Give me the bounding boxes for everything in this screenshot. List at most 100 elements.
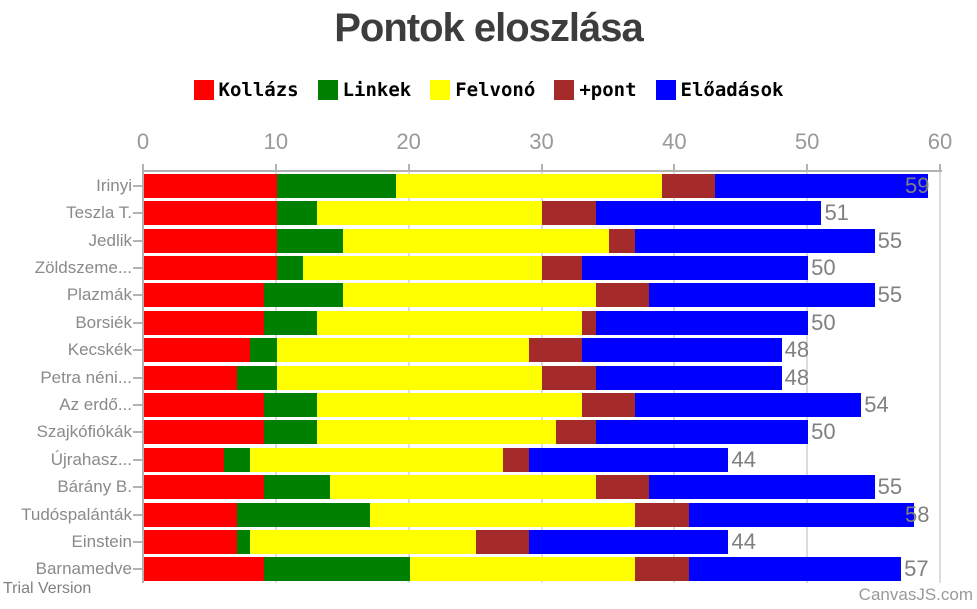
bar-segment-felvon[interactable] xyxy=(316,310,583,335)
bar-segment-eladsok[interactable] xyxy=(529,447,729,472)
bar-segment-felvon[interactable] xyxy=(303,255,543,280)
bar-segment-felvon[interactable] xyxy=(409,557,636,582)
bar-segment-linkek[interactable] xyxy=(263,392,317,417)
bar-segment-eladsok[interactable] xyxy=(595,365,782,390)
bar-segment-linkek[interactable] xyxy=(276,228,344,253)
total-label: 50 xyxy=(811,419,836,445)
bar-segment-eladsok[interactable] xyxy=(595,201,822,226)
bar-segment-eladsok[interactable] xyxy=(715,173,928,198)
bar-segment-kollzs[interactable] xyxy=(144,475,264,500)
legend-item-1[interactable]: Kollázs xyxy=(193,79,299,101)
bar-segment-kollzs[interactable] xyxy=(144,255,277,280)
bar-segment-pont[interactable] xyxy=(542,255,583,280)
bar-segment-kollzs[interactable] xyxy=(144,201,277,226)
category-label: Jedlik xyxy=(88,230,132,250)
total-label: 55 xyxy=(877,282,903,308)
bar-segment-pont[interactable] xyxy=(542,365,596,390)
bar-segment-pont[interactable] xyxy=(635,557,689,582)
bar-segment-felvon[interactable] xyxy=(343,228,609,253)
bar-segment-eladsok[interactable] xyxy=(688,557,902,582)
category-tick xyxy=(133,184,142,187)
bar-segment-linkek[interactable] xyxy=(236,529,251,554)
legend-swatch-icon xyxy=(655,80,676,100)
bar-segment-felvon[interactable] xyxy=(316,201,543,226)
bar-segment-kollzs[interactable] xyxy=(144,338,251,363)
legend-item-4[interactable]: +pont xyxy=(554,79,637,101)
bar-segment-felvon[interactable] xyxy=(250,529,477,554)
canvasjs-watermark-link[interactable]: CanvasJS.com xyxy=(858,585,973,604)
value-axis-tick-label: 50 xyxy=(794,129,820,154)
bar-segment-eladsok[interactable] xyxy=(648,283,875,308)
bar-segment-linkek[interactable] xyxy=(223,447,251,472)
bar-segment-pont[interactable] xyxy=(542,201,596,226)
bar-segment-kollzs[interactable] xyxy=(144,228,277,253)
value-axis-tick xyxy=(142,164,144,172)
bar-segment-felvon[interactable] xyxy=(329,475,596,500)
bar-segment-linkek[interactable] xyxy=(263,310,317,335)
value-axis-tick-label: 60 xyxy=(927,129,953,154)
bar-segment-linkek[interactable] xyxy=(236,502,370,527)
bar-segment-pont[interactable] xyxy=(582,310,596,335)
bar-segment-eladsok[interactable] xyxy=(595,310,809,335)
bar-segment-felvon[interactable] xyxy=(343,283,596,308)
category-label: Plazmák xyxy=(66,285,132,305)
bar-segment-kollzs[interactable] xyxy=(144,392,264,417)
bar-segment-eladsok[interactable] xyxy=(635,392,862,417)
bar-segment-felvon[interactable] xyxy=(250,447,503,472)
bar-segment-pont[interactable] xyxy=(595,283,649,308)
bar-segment-eladsok[interactable] xyxy=(582,255,809,280)
bar-segment-kollzs[interactable] xyxy=(144,447,224,472)
bar-segment-eladsok[interactable] xyxy=(635,228,875,253)
legend: Kollázs Linkek Felvonó +pont Előadások xyxy=(0,79,977,101)
bar-segment-linkek[interactable] xyxy=(276,173,397,198)
bar-row xyxy=(144,392,862,417)
bar-segment-pont[interactable] xyxy=(582,392,636,417)
bar-segment-kollzs[interactable] xyxy=(144,529,237,554)
bar-segment-kollzs[interactable] xyxy=(144,557,264,582)
bar-segment-pont[interactable] xyxy=(662,173,716,198)
bar-segment-felvon[interactable] xyxy=(369,502,636,527)
bar-segment-pont[interactable] xyxy=(635,502,689,527)
total-label: 58 xyxy=(905,501,930,527)
bar-segment-kollzs[interactable] xyxy=(144,502,237,527)
total-label: 44 xyxy=(731,446,756,472)
bar-segment-kollzs[interactable] xyxy=(144,173,277,198)
bar-segment-linkek[interactable] xyxy=(263,283,344,308)
bar-segment-linkek[interactable] xyxy=(263,420,317,445)
bar-segment-eladsok[interactable] xyxy=(648,475,875,500)
bar-segment-pont[interactable] xyxy=(529,338,583,363)
legend-item-2[interactable]: Linkek xyxy=(317,79,411,101)
bar-segment-felvon[interactable] xyxy=(276,365,543,390)
category-tick xyxy=(133,540,142,543)
bar-segment-eladsok[interactable] xyxy=(595,420,809,445)
bar-segment-felvon[interactable] xyxy=(316,392,583,417)
bar-segment-linkek[interactable] xyxy=(263,557,410,582)
bar-segment-felvon[interactable] xyxy=(396,173,663,198)
bar-segment-pont[interactable] xyxy=(595,475,649,500)
bar-segment-eladsok[interactable] xyxy=(688,502,915,527)
bar-segment-felvon[interactable] xyxy=(316,420,556,445)
bar-segment-pont[interactable] xyxy=(555,420,596,445)
bar-segment-pont[interactable] xyxy=(502,447,530,472)
bar-segment-pont[interactable] xyxy=(476,529,530,554)
bar-segment-pont[interactable] xyxy=(608,228,636,253)
bar-segment-eladsok[interactable] xyxy=(529,529,729,554)
bar-segment-eladsok[interactable] xyxy=(582,338,782,363)
bar-segment-kollzs[interactable] xyxy=(144,310,264,335)
bar-segment-linkek[interactable] xyxy=(263,475,330,500)
legend-item-5[interactable]: Előadások xyxy=(655,79,783,101)
legend-item-3[interactable]: Felvonó xyxy=(430,79,535,101)
bar-segment-linkek[interactable] xyxy=(236,365,277,390)
bar-segment-kollzs[interactable] xyxy=(144,365,237,390)
value-axis-tick xyxy=(540,164,543,172)
bar-segment-kollzs[interactable] xyxy=(144,283,264,308)
bar-segment-felvon[interactable] xyxy=(276,338,530,363)
bar-row xyxy=(144,338,782,363)
value-axis-tick xyxy=(274,164,277,172)
category-label: Tudóspalánták xyxy=(21,504,132,524)
bar-segment-linkek[interactable] xyxy=(250,338,277,363)
category-label: Barnamedve xyxy=(35,559,132,579)
bar-segment-kollzs[interactable] xyxy=(144,420,264,445)
bar-segment-linkek[interactable] xyxy=(276,255,304,280)
bar-segment-linkek[interactable] xyxy=(276,201,317,226)
